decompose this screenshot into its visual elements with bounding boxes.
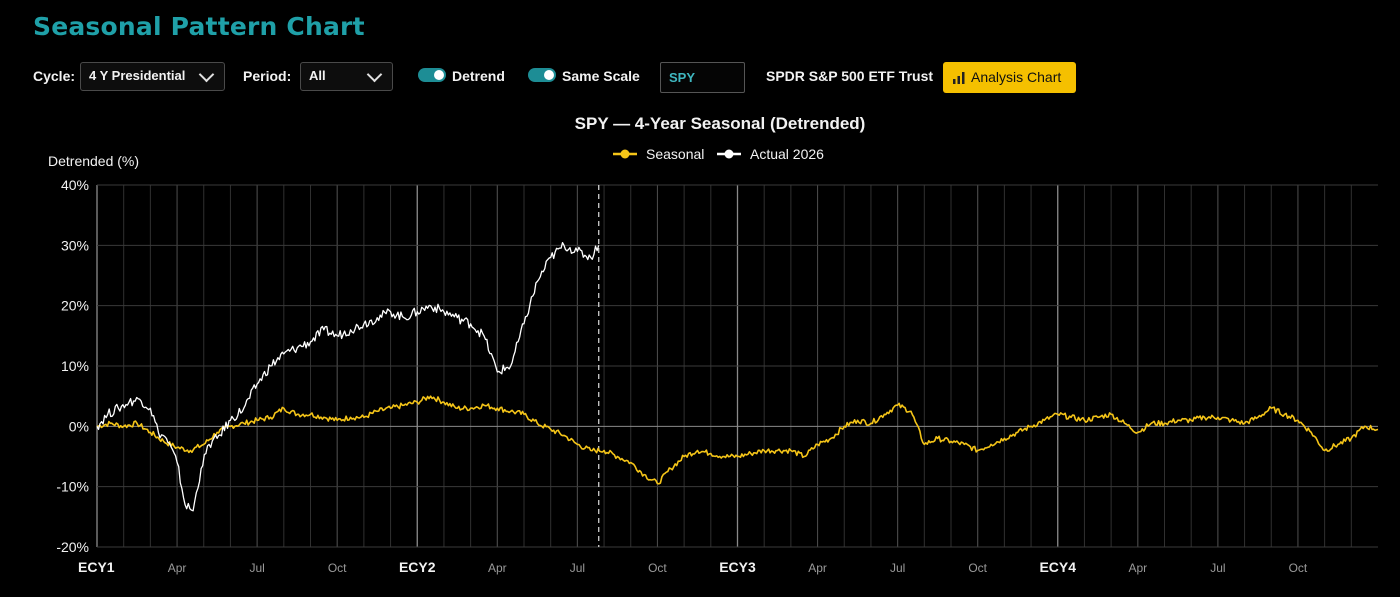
y-tick-label: -10% — [56, 479, 89, 495]
period-label: Period: — [243, 68, 292, 84]
security-name: SPDR S&P 500 ETF Trust — [766, 68, 934, 84]
x-tick-label: ECY3 — [719, 559, 756, 575]
y-tick-label: 40% — [61, 177, 89, 193]
ticker-input[interactable]: SPY — [660, 62, 745, 93]
x-tick-label: Jul — [249, 561, 264, 575]
legend-entry-label: Actual 2026 — [750, 146, 824, 162]
x-tick-label: Apr — [808, 561, 827, 575]
same-scale-toggle[interactable] — [528, 68, 556, 82]
cycle-select[interactable]: 4 Y Presidential — [80, 62, 225, 91]
y-axis-title: Detrended (%) — [48, 153, 139, 169]
legend-swatch-dot — [620, 149, 630, 159]
y-tick-label: 20% — [61, 298, 89, 314]
x-tick-label: ECY2 — [399, 559, 436, 575]
bar-chart-icon — [953, 72, 965, 84]
legend-swatch-dot — [724, 149, 734, 159]
x-tick-label: Apr — [168, 561, 187, 575]
toggle-knob — [434, 70, 444, 80]
y-tick-label: -20% — [56, 539, 89, 555]
x-tick-label: Jul — [1210, 561, 1225, 575]
x-tick-label: Oct — [328, 561, 347, 575]
y-tick-label: 0% — [69, 418, 89, 434]
x-tick-label: ECY4 — [1039, 559, 1076, 575]
x-tick-label: Oct — [1289, 561, 1308, 575]
detrend-label: Detrend — [452, 68, 505, 84]
detrend-toggle[interactable] — [418, 68, 446, 82]
x-tick-label: Apr — [1128, 561, 1147, 575]
period-select-value: All — [309, 68, 326, 83]
y-tick-label: 30% — [61, 237, 89, 253]
x-tick-label: ECY1 — [78, 559, 115, 575]
legend-entry-label: Seasonal — [646, 146, 704, 162]
period-select[interactable]: All — [300, 62, 393, 91]
page-title: Seasonal Pattern Chart — [33, 12, 365, 41]
cycle-select-value: 4 Y Presidential — [89, 68, 186, 83]
x-tick-label: Jul — [890, 561, 905, 575]
actual-series-line — [96, 241, 600, 512]
toggle-knob — [544, 70, 554, 80]
x-tick-label: Jul — [570, 561, 585, 575]
x-tick-label: Apr — [488, 561, 507, 575]
y-tick-label: 10% — [61, 358, 89, 374]
same-scale-label: Same Scale — [562, 68, 640, 84]
seasonal-series-line — [96, 395, 1379, 485]
legend: Seasonal Actual 2026 — [613, 146, 824, 162]
x-tick-label: Oct — [968, 561, 987, 575]
x-tick-label: Oct — [648, 561, 667, 575]
cycle-label: Cycle: — [33, 68, 76, 84]
ticker-input-value: SPY — [669, 70, 696, 85]
chart-title: SPY — 4-Year Seasonal (Detrended) — [575, 114, 866, 133]
analysis-chart-button-label: Analysis Chart — [971, 69, 1062, 85]
analysis-chart-button[interactable]: Analysis Chart — [943, 62, 1076, 93]
